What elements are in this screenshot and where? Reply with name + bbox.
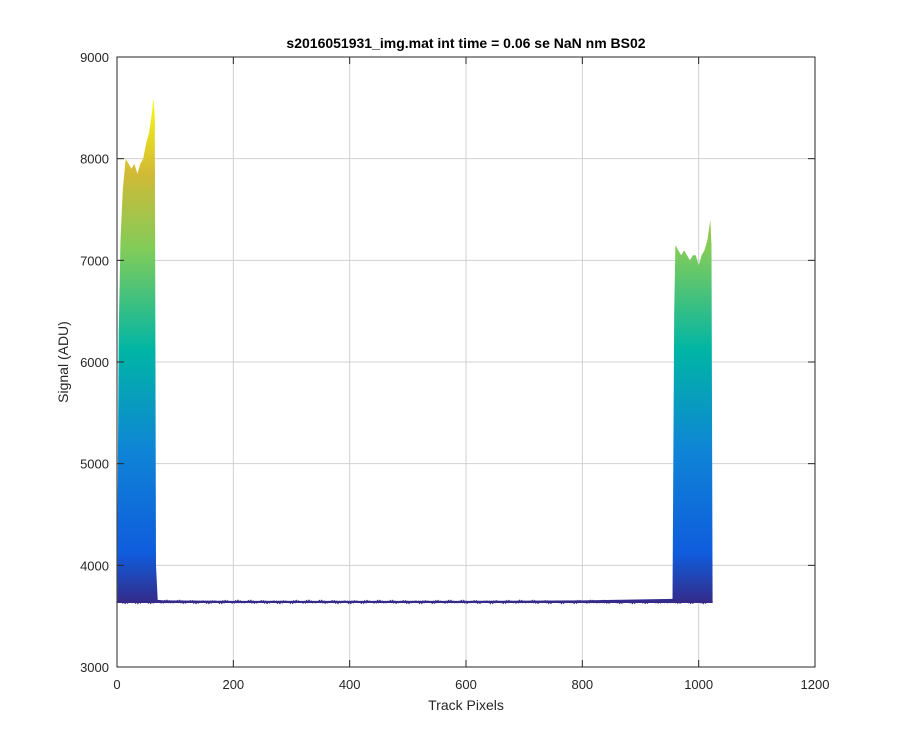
x-tick-label: 200 [222, 677, 244, 692]
tick-labels: 0 200 400 600 800 1000 1200 3000 4000 5000 6000 700… [80, 50, 829, 692]
signal-series [116, 97, 713, 605]
y-tick-label: 7000 [80, 253, 109, 268]
y-axis-label: Signal (ADU) [55, 321, 71, 403]
x-tick-label: 0 [113, 677, 120, 692]
x-tick-label: 1200 [801, 677, 830, 692]
y-tick-label: 6000 [80, 355, 109, 370]
y-tick-label: 9000 [80, 50, 109, 65]
x-axis-label: Track Pixels [428, 697, 504, 713]
x-tick-label: 400 [339, 677, 361, 692]
y-tick-label: 4000 [80, 558, 109, 573]
y-tick-label: 5000 [80, 457, 109, 472]
x-tick-label: 600 [455, 677, 477, 692]
chart-title: s2016051931_img.mat int time = 0.06 se N… [286, 35, 645, 51]
y-tick-label: 8000 [80, 152, 109, 167]
baseline-line [116, 599, 713, 605]
axes [116, 56, 816, 668]
y-tick-label: 3000 [80, 660, 109, 675]
x-tick-label: 1000 [684, 677, 713, 692]
x-tick-label: 800 [571, 677, 593, 692]
